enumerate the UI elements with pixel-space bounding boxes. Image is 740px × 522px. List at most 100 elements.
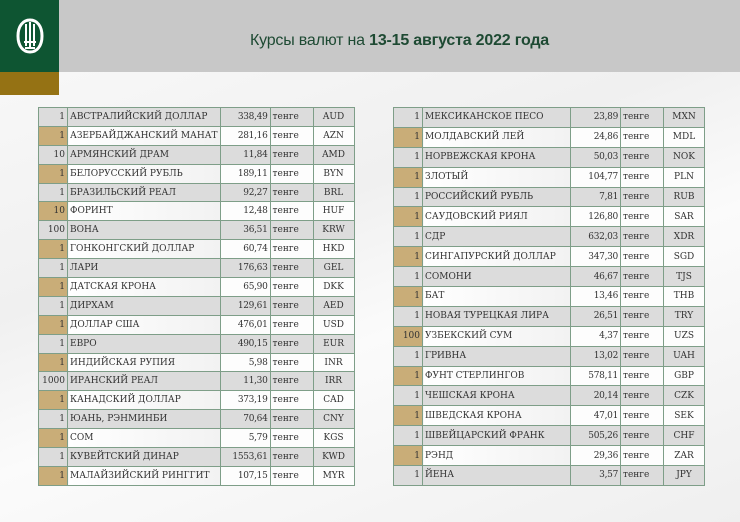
table-row: 1 АВСТРАЛИЙСКИЙ ДОЛЛАР 338,49 тенге AUD [38, 107, 355, 127]
unit-cell: тенге [620, 345, 664, 367]
quantity-cell: 1 [393, 107, 423, 128]
table-row: 1 САУДОВСКИЙ РИЯЛ 126,80 тенге SAR [393, 206, 705, 228]
rate-cell: 13,46 [570, 286, 621, 307]
code-cell: INR [312, 352, 355, 373]
rate-cell: 7,81 [570, 186, 621, 208]
currency-name-cell: АЗЕРБАЙДЖАНСКИЙ МАНАТ [67, 125, 221, 146]
quantity-cell: 1 [38, 163, 68, 184]
table-row: 1 МЕКСИКАНСКОЕ ПЕСО 23,89 тенге MXN [393, 107, 705, 128]
table-row: 100 ВОНА 36,51 тенге KRW [38, 220, 355, 241]
unit-cell: тенге [620, 246, 664, 268]
rate-cell: 50,03 [570, 146, 621, 168]
quantity-cell: 1 [393, 286, 423, 307]
unit-cell: тенге [269, 182, 314, 203]
table-row: 10 АРМЯНСКИЙ ДРАМ 11,84 тенге AMD [38, 144, 355, 165]
code-cell: CNY [312, 409, 355, 430]
code-cell: HKD [312, 239, 355, 260]
table-row: 1 ЧЕШСКАЯ КРОНА 20,14 тенге CZK [393, 385, 705, 407]
rate-cell: 505,26 [570, 425, 621, 447]
table-row: 1 АЗЕРБАЙДЖАНСКИЙ МАНАТ 281,16 тенге AZN [38, 125, 355, 146]
table-row: 1 ИНДИЙСКАЯ РУПИЯ 5,98 тенге INR [38, 352, 355, 373]
rate-cell: 29,36 [570, 445, 621, 467]
code-cell: MDL [663, 126, 705, 148]
unit-cell: тенге [620, 206, 664, 228]
unit-cell: тенге [269, 428, 314, 449]
quantity-cell: 1 [393, 365, 423, 387]
rate-cell: 107,15 [219, 465, 271, 486]
currency-name-cell: МАЛАЙЗИЙСКИЙ РИНГГИТ [67, 465, 221, 486]
rates-table-right: 1 МЕКСИКАНСКОЕ ПЕСО 23,89 тенге MXN 1 МОЛДАВСК… [393, 107, 705, 486]
table-row: 1 РОССИЙСКИЙ РУБЛЬ 7,81 тенге RUB [393, 186, 705, 208]
code-cell: TJS [663, 266, 705, 288]
currency-name-cell: ИНДИЙСКАЯ РУПИЯ [67, 352, 221, 373]
table-row: 1 КАНАДСКИЙ ДОЛЛАР 373,19 тенге CAD [38, 390, 355, 411]
code-cell: MXN [663, 107, 705, 128]
quantity-cell: 1 [38, 314, 68, 335]
code-cell: KRW [312, 220, 355, 241]
table-row: 1 ГРИВНА 13,02 тенге UAH [393, 345, 705, 367]
rate-cell: 338,49 [219, 107, 271, 127]
table-row: 1 ШВЕЙЦАРСКИЙ ФРАНК 505,26 тенге CHF [393, 425, 705, 447]
unit-cell: тенге [620, 286, 664, 307]
rate-cell: 632,03 [570, 226, 621, 248]
unit-cell: тенге [269, 409, 314, 430]
code-cell: PLN [663, 166, 705, 188]
unit-cell: тенге [269, 125, 314, 146]
code-cell: SEK [663, 405, 705, 427]
table-row: 1 ДИРХАМ 129,61 тенге AED [38, 295, 355, 316]
code-cell: GBP [663, 365, 705, 387]
quantity-cell: 1 [38, 295, 68, 316]
unit-cell: тенге [269, 447, 314, 467]
quantity-cell: 1 [38, 182, 68, 203]
unit-cell: тенге [620, 425, 664, 447]
unit-cell: тенге [269, 314, 314, 335]
code-cell: CAD [312, 390, 355, 411]
code-cell: ZAR [663, 445, 705, 467]
quantity-cell: 10 [38, 144, 68, 165]
currency-name-cell: ЧЕШСКАЯ КРОНА [422, 385, 571, 407]
code-cell: CHF [663, 425, 705, 447]
code-cell: EUR [312, 333, 355, 354]
unit-cell: тенге [620, 365, 664, 387]
currency-name-cell: СОМ [67, 428, 221, 449]
unit-cell: тенге [269, 107, 314, 127]
currency-name-cell: САУДОВСКИЙ РИЯЛ [422, 206, 571, 228]
currency-name-cell: ЕВРО [67, 333, 221, 354]
rate-cell: 24,86 [570, 126, 621, 148]
code-cell: BYN [312, 163, 355, 184]
currency-name-cell: ГРИВНА [422, 345, 571, 367]
currency-name-cell: ЙЕНА [422, 465, 571, 486]
currency-name-cell: ШВЕДСКАЯ КРОНА [422, 405, 571, 427]
table-row: 1 МАЛАЙЗИЙСКИЙ РИНГГИТ 107,15 тенге MYR [38, 465, 355, 486]
code-cell: UZS [663, 325, 705, 347]
unit-cell: тенге [269, 390, 314, 411]
table-row: 1 БЕЛОРУССКИЙ РУБЛЬ 189,11 тенге BYN [38, 163, 355, 184]
rate-cell: 476,01 [219, 314, 271, 335]
currency-name-cell: ЮАНЬ, РЭНМИНБИ [67, 409, 221, 430]
code-cell: THB [663, 286, 705, 307]
quantity-cell: 1 [393, 345, 423, 367]
rate-cell: 3,57 [570, 465, 621, 486]
unit-cell: тенге [620, 305, 664, 327]
rate-cell: 46,67 [570, 266, 621, 288]
quantity-cell: 1 [393, 445, 423, 467]
currency-name-cell: КАНАДСКИЙ ДОЛЛАР [67, 390, 221, 411]
unit-cell: тенге [620, 385, 664, 407]
unit-cell: тенге [269, 277, 314, 297]
table-row: 1 ДАТСКАЯ КРОНА 65,90 тенге DKK [38, 277, 355, 297]
quantity-cell: 10 [38, 201, 68, 222]
rate-cell: 129,61 [219, 295, 271, 316]
quantity-cell: 100 [393, 325, 423, 347]
currency-name-cell: ЛАРИ [67, 258, 221, 279]
rate-cell: 347,30 [570, 246, 621, 268]
currency-name-cell: БРАЗИЛЬСКИЙ РЕАЛ [67, 182, 221, 203]
national-bank-emblem-icon [15, 18, 44, 54]
code-cell: USD [312, 314, 355, 335]
rate-cell: 47,01 [570, 405, 621, 427]
table-row: 1 ФУНТ СТЕРЛИНГОВ 578,11 тенге GBP [393, 365, 705, 387]
currency-name-cell: ГОНКОНГСКИЙ ДОЛЛАР [67, 239, 221, 260]
table-row: 10 ФОРИНТ 12,48 тенге HUF [38, 201, 355, 222]
header-band [0, 0, 740, 72]
code-cell: AMD [312, 144, 355, 165]
code-cell: AUD [312, 107, 355, 127]
